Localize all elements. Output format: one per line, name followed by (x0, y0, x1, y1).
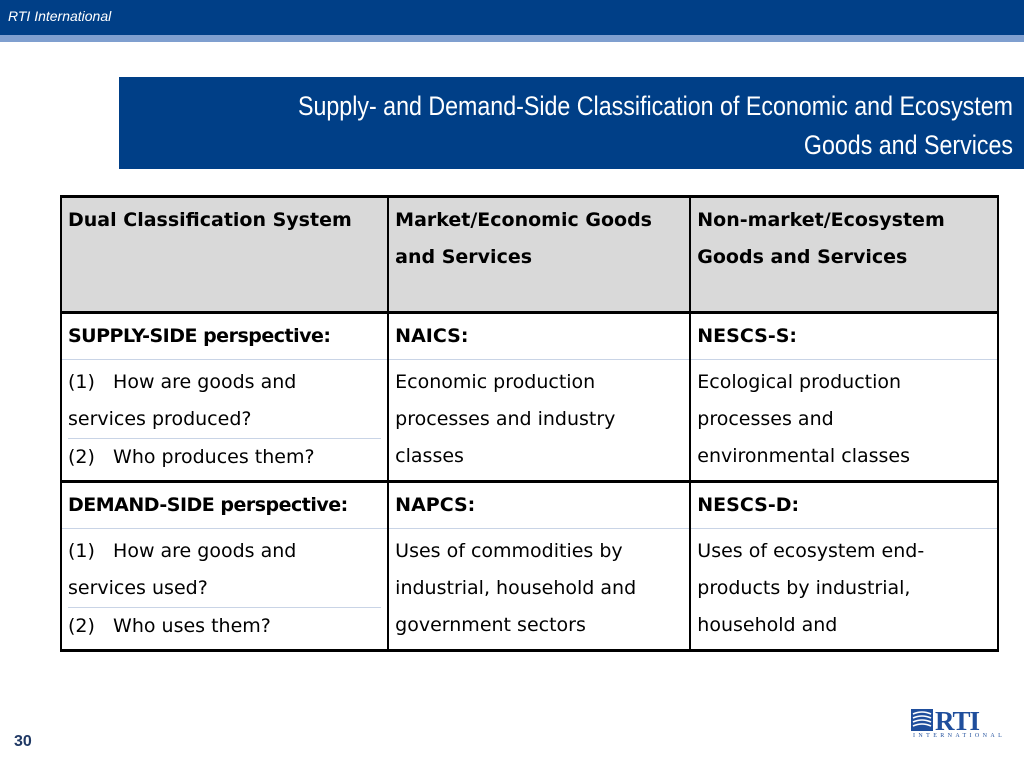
logo-subtext: INTERNATIONAL (913, 733, 1006, 739)
header-text: Dual Classification System (68, 209, 352, 231)
demand-side-row: DEMAND-SIDE perspective: NAPCS: NESCS-D: (59, 480, 999, 529)
supply-question-1-line-2: services produced? (68, 408, 252, 430)
description-line: government sectors (395, 614, 586, 636)
supply-ecosystem-description: Ecological production processes and envi… (689, 359, 999, 482)
header-text: Market/Economic Goods (395, 209, 652, 231)
supply-side-row: SUPPLY-SIDE perspective: NAICS: NESCS-S: (59, 312, 999, 360)
supply-side-label: SUPPLY-SIDE perspective: (59, 312, 390, 360)
demand-ecosystem-code: NESCS-D: (689, 480, 999, 529)
demand-question-2: (2) Who uses them? (68, 607, 382, 645)
supply-question-1-line-1: (1) How are goods and (68, 371, 297, 393)
demand-question-1-line-1: (1) How are goods and (68, 540, 297, 562)
classification-table: Dual Classification System Market/Econom… (59, 195, 999, 652)
header-text: Non-market/Ecosystem (697, 209, 945, 231)
description-line: Ecological production (697, 371, 902, 393)
description-line: Uses of commodities by (395, 540, 623, 562)
supply-detail-row: (1) How are goods and services produced?… (59, 359, 999, 482)
description-line: Uses of ecosystem end- (697, 540, 925, 562)
demand-market-description: Uses of commodities by industrial, house… (387, 528, 692, 652)
header-cell-dual-classification: Dual Classification System (59, 195, 390, 314)
slide-title-box: Supply- and Demand-Side Classification o… (119, 77, 1024, 169)
description-line: Economic production (395, 371, 596, 393)
description-line: processes and (697, 408, 834, 430)
description-line: household and (697, 614, 838, 636)
header-cell-nonmarket: Non-market/Ecosystem Goods and Services (689, 195, 999, 314)
supply-question-2: (2) Who produces them? (68, 438, 382, 476)
table-header-row: Dual Classification System Market/Econom… (59, 195, 999, 314)
description-line: processes and industry (395, 408, 616, 430)
org-label: RTI International (8, 8, 112, 24)
supply-market-code: NAICS: (387, 312, 692, 360)
slide-title: Supply- and Demand-Side Classification o… (256, 87, 1013, 165)
demand-detail-row: (1) How are goods and services used? (2)… (59, 528, 999, 652)
supply-questions: (1) How are goods and services produced?… (59, 359, 390, 482)
slide-title-line-2: Goods and Services (803, 130, 1013, 160)
demand-market-code: NAPCS: (387, 480, 692, 529)
header-cell-market: Market/Economic Goods and Services (387, 195, 692, 314)
supply-ecosystem-code: NESCS-S: (689, 312, 999, 360)
description-line: industrial, household and (395, 577, 637, 599)
description-line: environmental classes (697, 445, 911, 467)
description-line: products by industrial, (697, 577, 911, 599)
page-number: 30 (14, 733, 32, 750)
demand-ecosystem-description: Uses of ecosystem end- products by indus… (689, 528, 999, 652)
demand-side-label: DEMAND-SIDE perspective: (59, 480, 390, 529)
slide-title-line-1: Supply- and Demand-Side Classification o… (297, 91, 1014, 121)
demand-question-1-line-2: services used? (68, 577, 208, 599)
supply-market-description: Economic production processes and indust… (387, 359, 692, 482)
globe-icon (911, 709, 933, 731)
rti-logo: RTI INTERNATIONAL (911, 706, 1002, 742)
top-banner: RTI International (0, 0, 1024, 35)
logo-wordmark: RTI (935, 706, 980, 736)
description-line: classes (395, 445, 464, 467)
demand-questions: (1) How are goods and services used? (2)… (59, 528, 390, 652)
header-text: Goods and Services (697, 246, 908, 268)
header-text: and Services (395, 246, 533, 268)
top-stripe (0, 35, 1024, 42)
